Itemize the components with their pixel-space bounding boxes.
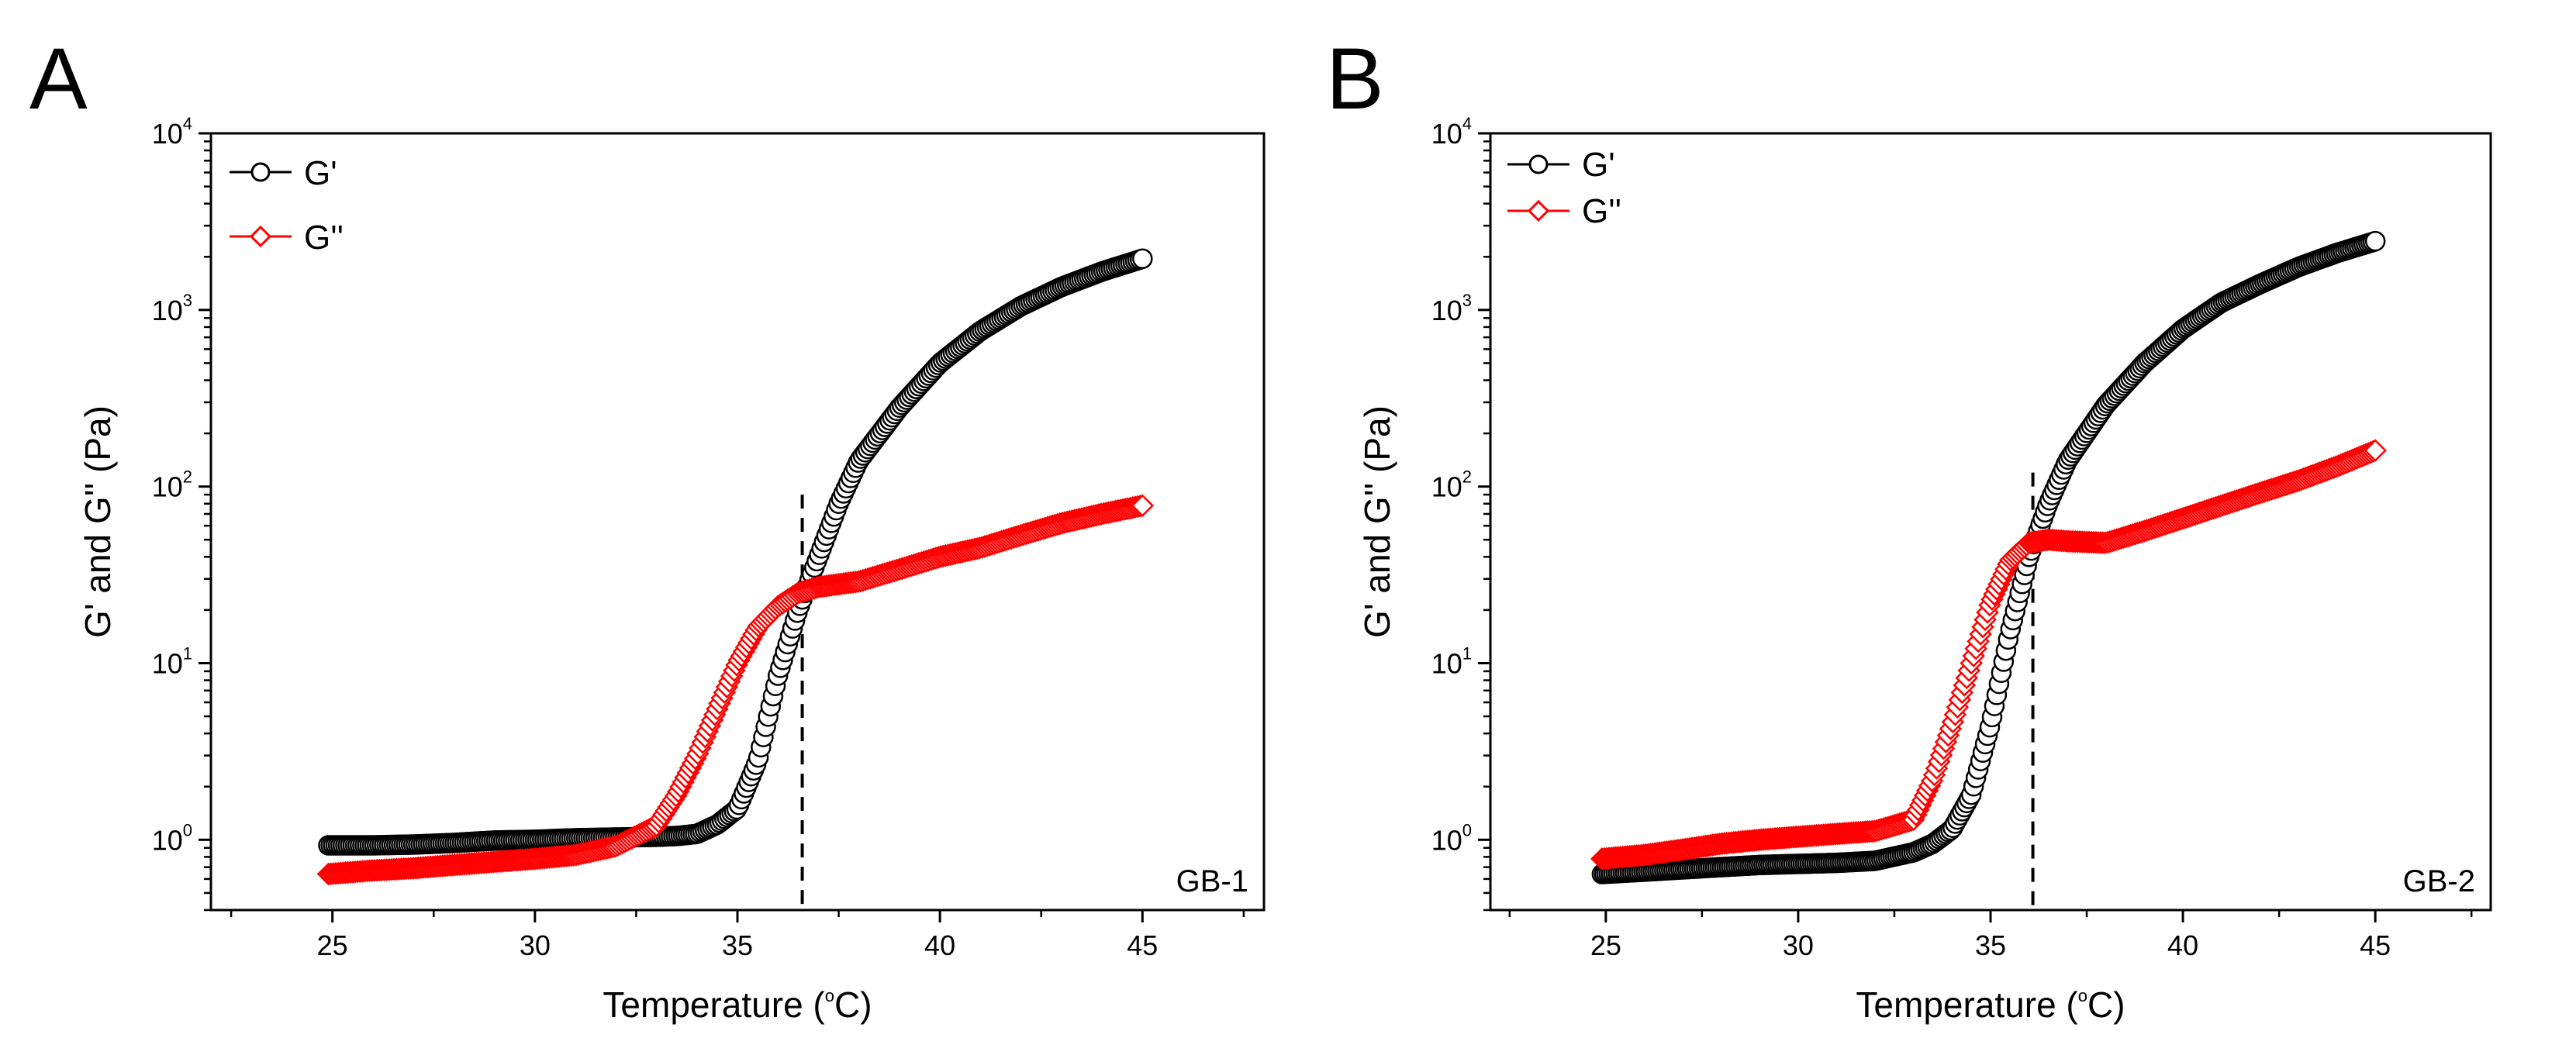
g-double-prime-point-b [2364,439,2387,462]
series-g-double-prime-a [316,494,1155,886]
sample-label-b: GB-2 [2403,864,2475,898]
axis-ticks-a [199,132,1245,922]
y-tick-label-b: 104 [1431,114,1472,150]
data-series-b [1590,230,2387,884]
y-axis-title-a: G' and G'' (Pa) [78,405,118,638]
x-tick-label-a: 40 [924,929,955,961]
x-tick-label-a: 25 [317,929,348,961]
legend-b: G' G'' [1507,146,1621,230]
g-double-prime-point-a [1131,494,1155,518]
x-tick-label-b: 45 [2360,929,2391,961]
y-tick-label-a: 100 [152,820,192,856]
x-tick-label-b: 40 [2167,929,2198,961]
legend-marker-g-prime-a [250,162,271,182]
g-prime-point-b [2364,230,2386,252]
y-tick-label-b: 101 [1431,644,1472,680]
sample-label-a: GB-1 [1176,864,1248,898]
panel-a: A 25 30 35 40 45 100 101 102 103 104 Temperature… [29,30,1266,1025]
series-g-prime-a [318,248,1153,856]
x-tick-labels-b: 25 30 35 40 45 [1590,929,2391,961]
y-tick-label-b: 100 [1431,820,1472,856]
legend-label-g-prime-a: G' [304,154,337,192]
x-tick-label-b: 35 [1975,929,2006,961]
x-axis-title-b: Temperature (oC) [1856,984,2125,1025]
y-tick-labels-b: 100 101 102 103 104 [1431,114,1472,856]
y-tick-label-a: 104 [152,114,192,150]
x-tick-label-a: 30 [520,929,551,961]
x-axis-title-a: Temperature (oC) [603,984,872,1025]
data-series-a [316,248,1155,886]
x-tick-labels-a: 25 30 35 40 45 [317,929,1159,961]
legend-a: G' G'' [230,154,344,257]
axis-ticks-b [1478,132,2473,922]
legend-label-g-prime-b: G' [1582,146,1615,184]
series-g-double-prime-b [1590,439,2387,871]
y-tick-label-a: 101 [152,644,192,680]
x-tick-label-a: 45 [1127,929,1158,961]
panel-b: B 25 30 35 40 45 100 101 102 103 104 Temperature… [1326,30,2492,1025]
series-g-prime-b [1591,230,2386,884]
legend-marker-g-double-prime-a [249,225,272,248]
panel-letter-b: B [1326,30,1384,127]
legend-label-g-double-prime-b: G'' [1582,192,1621,230]
y-axis-title-b: G' and G'' (Pa) [1357,405,1397,638]
legend-label-g-double-prime-a: G'' [304,219,344,257]
y-tick-label-b: 103 [1431,291,1472,326]
panel-letter-a: A [29,30,88,127]
y-tick-label-a: 103 [152,291,192,326]
g-prime-point-a [1132,248,1153,270]
x-tick-label-b: 30 [1783,929,1814,961]
legend-marker-g-double-prime-b [1527,199,1550,222]
y-tick-label-b: 102 [1431,467,1472,503]
legend-marker-g-prime-b [1528,154,1549,174]
x-tick-label-b: 25 [1590,929,1621,961]
y-tick-labels-a: 100 101 102 103 104 [152,114,192,856]
x-tick-label-a: 35 [722,929,753,961]
y-tick-label-a: 102 [152,467,192,503]
